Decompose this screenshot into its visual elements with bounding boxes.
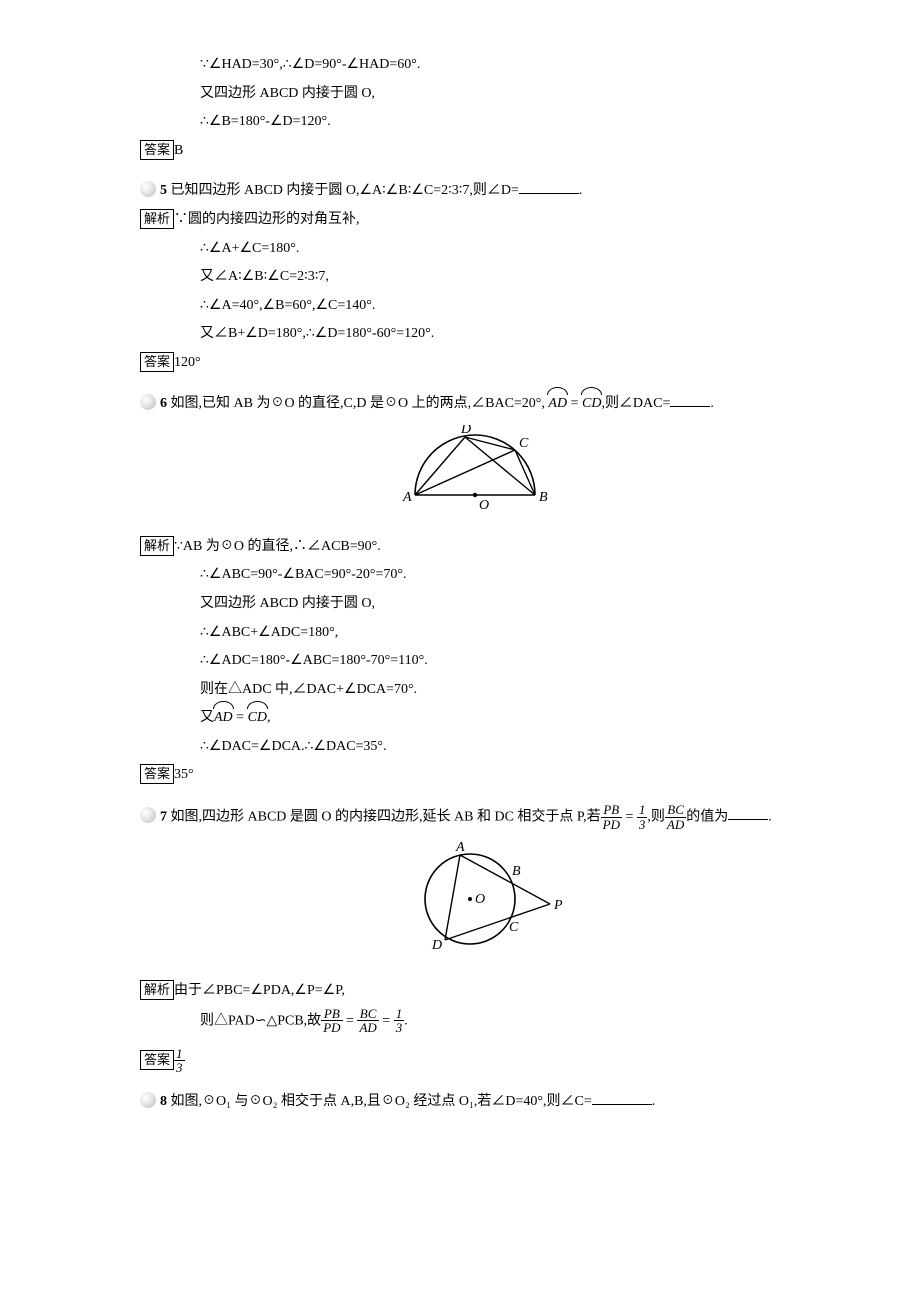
- q6-a7: 又AD = CD,: [140, 705, 830, 732]
- q4-line3: ∴∠B=180°-∠D=120°.: [140, 109, 830, 136]
- q6-figure: A B C D O: [140, 425, 830, 526]
- q8-stem-a: 如图,☉O₁ 与☉O₂ 相交于点 A,B,且☉O₂ 经过点 O₁,若∠D=40°…: [171, 1094, 592, 1109]
- analysis-label: 解析: [140, 209, 174, 229]
- q6-a2: ∴∠ABC=90°-∠BAC=90°-20°=70°.: [140, 562, 830, 589]
- answer-label: 答案: [140, 140, 174, 160]
- q7-answer: 13: [174, 1047, 185, 1075]
- bullet-icon: [140, 807, 156, 823]
- q7-stem: 7 如图,四边形 ABCD 是圆 O 的内接四边形,延长 AB 和 DC 相交于…: [140, 803, 830, 831]
- q6-a3: 又四边形 ABCD 内接于圆 O,: [140, 591, 830, 618]
- q8-blank: [592, 1090, 652, 1105]
- svg-text:O: O: [475, 892, 485, 907]
- q7-a2-pre: 则△PAD∽△PCB,故: [200, 1013, 321, 1028]
- svg-text:O: O: [479, 498, 489, 513]
- svg-text:A: A: [455, 840, 465, 855]
- q6-a8: ∴∠DAC=∠DCA.∴∠DAC=35°.: [140, 734, 830, 761]
- q5-stem: 5 已知四边形 ABCD 内接于圆 O,∠A∶∠B∶∠C=2∶3∶7,则∠D=.: [140, 178, 830, 205]
- arc-cd: CD: [582, 391, 601, 418]
- svg-text:C: C: [509, 920, 519, 935]
- q5-a1: ∵圆的内接四边形的对角互补,: [174, 212, 360, 227]
- q8-stem-b: .: [652, 1094, 656, 1109]
- q6-number: 6: [160, 396, 167, 411]
- q6-blank: [670, 392, 710, 407]
- q7-analysis-row: 解析由于∠PBC=∠PDA,∠P=∠P,: [140, 978, 830, 1005]
- q5-answer-row: 答案120°: [140, 350, 830, 377]
- q6-stem-a: 如图,已知 AB 为☉O 的直径,C,D 是☉O 上的两点,∠BAC=20°,: [171, 396, 545, 411]
- q8-stem: 8 如图,☉O₁ 与☉O₂ 相交于点 A,B,且☉O₂ 经过点 O₁,若∠D=4…: [140, 1089, 830, 1116]
- q5-a3: 又∠A∶∠B∶∠C=2∶3∶7,: [140, 264, 830, 291]
- q6-a4: ∴∠ABC+∠ADC=180°,: [140, 620, 830, 647]
- q7-figure: A B C D O P: [140, 839, 830, 970]
- q7-stem-b: 的值为: [686, 809, 728, 824]
- q5-stem-b: .: [579, 183, 583, 198]
- svg-text:D: D: [460, 425, 471, 437]
- arc-ad2: AD: [214, 705, 233, 732]
- q4-answer-row: 答案B: [140, 138, 830, 165]
- q5-number: 5: [160, 183, 167, 198]
- analysis-label: 解析: [140, 980, 174, 1000]
- q5-stem-a: 已知四边形 ABCD 内接于圆 O,∠A∶∠B∶∠C=2∶3∶7,则∠D=: [171, 183, 519, 198]
- svg-text:A: A: [402, 490, 412, 505]
- q7-stem-a: 如图,四边形 ABCD 是圆 O 的内接四边形,延长 AB 和 DC 相交于点 …: [171, 809, 601, 824]
- q6-stem: 6 如图,已知 AB 为☉O 的直径,C,D 是☉O 上的两点,∠BAC=20°…: [140, 391, 830, 418]
- q7-stem-c: .: [768, 809, 772, 824]
- q5-a5: 又∠B+∠D=180°,∴∠D=180°-60°=120°.: [140, 321, 830, 348]
- q5-answer: 120°: [174, 355, 201, 370]
- svg-text:C: C: [519, 436, 529, 451]
- frac-pb-pd: PBPD: [601, 803, 622, 831]
- q5-blank: [519, 179, 579, 194]
- q4-line1: ∵∠HAD=30°,∴∠D=90°-∠HAD=60°.: [140, 52, 830, 79]
- q6-stem-b: ,则∠DAC=: [601, 396, 670, 411]
- answer-label: 答案: [140, 352, 174, 372]
- q6-stem-c: .: [710, 396, 714, 411]
- q6-answer: 35°: [174, 767, 194, 782]
- answer-label: 答案: [140, 1050, 174, 1070]
- answer-label: 答案: [140, 764, 174, 784]
- q6-answer-row: 答案35°: [140, 762, 830, 789]
- q6-a1: ∵AB 为☉O 的直径,∴∠ACB=90°.: [174, 539, 381, 554]
- q7-a1: 由于∠PBC=∠PDA,∠P=∠P,: [174, 983, 345, 998]
- q5-a2: ∴∠A+∠C=180°.: [140, 236, 830, 263]
- svg-text:B: B: [539, 490, 548, 505]
- arc-cd2: CD: [248, 705, 267, 732]
- q4-line2: 又四边形 ABCD 内接于圆 O,: [140, 81, 830, 108]
- q6-a6: 则在△ADC 中,∠DAC+∠DCA=70°.: [140, 677, 830, 704]
- q7-blank: [728, 805, 768, 820]
- frac-1-3: 13: [637, 803, 648, 831]
- q4-answer: B: [174, 143, 183, 158]
- frac-bc-ad: BCAD: [665, 803, 686, 831]
- bullet-icon: [140, 1092, 156, 1108]
- q6-analysis-row: 解析∵AB 为☉O 的直径,∴∠ACB=90°.: [140, 534, 830, 561]
- q8-number: 8: [160, 1094, 167, 1109]
- q6-a7-pre: 又: [200, 710, 214, 725]
- arc-ad: AD: [548, 391, 567, 418]
- q5-a4: ∴∠A=40°,∠B=60°,∠C=140°.: [140, 293, 830, 320]
- bullet-icon: [140, 181, 156, 197]
- q7-answer-row: 答案13: [140, 1047, 830, 1075]
- q6-a5: ∴∠ADC=180°-∠ABC=180°-70°=110°.: [140, 648, 830, 675]
- q7-number: 7: [160, 809, 167, 824]
- svg-text:B: B: [512, 864, 521, 879]
- svg-text:P: P: [553, 898, 563, 913]
- analysis-label: 解析: [140, 536, 174, 556]
- svg-text:D: D: [431, 938, 442, 953]
- bullet-icon: [140, 394, 156, 410]
- q5-analysis-row: 解析∵圆的内接四边形的对角互补,: [140, 207, 830, 234]
- q7-a2: 则△PAD∽△PCB,故PBPD = BCAD = 13.: [140, 1007, 830, 1035]
